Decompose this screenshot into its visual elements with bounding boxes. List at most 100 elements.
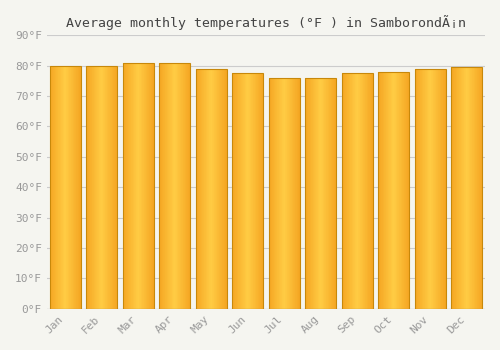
Bar	[260, 73, 262, 309]
Bar	[102, 66, 103, 309]
Bar	[332, 78, 333, 309]
Bar	[166, 63, 167, 309]
Bar	[445, 69, 446, 309]
Bar	[314, 78, 315, 309]
Bar	[313, 78, 314, 309]
Bar	[95, 66, 96, 309]
Bar	[394, 72, 395, 309]
Bar	[275, 78, 276, 309]
Bar	[291, 78, 292, 309]
Bar	[466, 67, 468, 309]
Bar	[293, 78, 294, 309]
Bar	[135, 63, 136, 309]
Bar	[401, 72, 402, 309]
Bar	[207, 69, 208, 309]
Bar	[325, 78, 326, 309]
Bar	[282, 78, 283, 309]
Bar	[402, 72, 403, 309]
Bar	[65, 66, 66, 309]
Bar	[232, 73, 263, 309]
Bar	[123, 63, 124, 309]
Bar	[389, 72, 390, 309]
Bar	[127, 63, 128, 309]
Bar	[272, 78, 273, 309]
Bar	[147, 63, 148, 309]
Bar	[406, 72, 407, 309]
Bar	[174, 63, 176, 309]
Bar	[54, 66, 55, 309]
Bar	[278, 78, 279, 309]
Bar	[113, 66, 114, 309]
Bar	[196, 69, 226, 309]
Bar	[468, 67, 469, 309]
Bar	[62, 66, 64, 309]
Bar	[178, 63, 179, 309]
Bar	[385, 72, 386, 309]
Bar	[96, 66, 98, 309]
Bar	[114, 66, 116, 309]
Bar	[221, 69, 222, 309]
Bar	[296, 78, 297, 309]
Bar	[234, 73, 236, 309]
Bar	[138, 63, 139, 309]
Bar	[408, 72, 409, 309]
Bar	[396, 72, 397, 309]
Bar	[66, 66, 67, 309]
Bar	[367, 73, 368, 309]
Bar	[100, 66, 101, 309]
Bar	[170, 63, 171, 309]
Bar	[122, 63, 154, 309]
Bar	[371, 73, 372, 309]
Bar	[151, 63, 152, 309]
Bar	[470, 67, 471, 309]
Bar	[400, 72, 401, 309]
Bar	[251, 73, 252, 309]
Bar	[132, 63, 133, 309]
Bar	[329, 78, 330, 309]
Bar	[93, 66, 94, 309]
Bar	[307, 78, 308, 309]
Bar	[196, 69, 197, 309]
Bar	[169, 63, 170, 309]
Bar	[159, 63, 190, 309]
Bar	[220, 69, 221, 309]
Bar	[79, 66, 80, 309]
Bar	[124, 63, 125, 309]
Bar	[414, 69, 446, 309]
Bar	[423, 69, 424, 309]
Bar	[210, 69, 211, 309]
Bar	[162, 63, 163, 309]
Bar	[439, 69, 440, 309]
Bar	[176, 63, 177, 309]
Bar	[246, 73, 247, 309]
Bar	[452, 67, 453, 309]
Bar	[436, 69, 437, 309]
Bar	[315, 78, 316, 309]
Bar	[480, 67, 481, 309]
Bar	[52, 66, 54, 309]
Bar	[99, 66, 100, 309]
Bar	[60, 66, 61, 309]
Bar	[342, 73, 343, 309]
Bar	[430, 69, 431, 309]
Bar	[142, 63, 143, 309]
Bar	[276, 78, 278, 309]
Bar	[223, 69, 224, 309]
Bar	[398, 72, 400, 309]
Bar	[189, 63, 190, 309]
Bar	[424, 69, 426, 309]
Bar	[245, 73, 246, 309]
Bar	[206, 69, 207, 309]
Bar	[224, 69, 225, 309]
Bar	[455, 67, 456, 309]
Bar	[305, 78, 336, 309]
Bar	[479, 67, 480, 309]
Bar	[204, 69, 205, 309]
Bar	[366, 73, 367, 309]
Bar	[280, 78, 281, 309]
Bar	[289, 78, 290, 309]
Bar	[427, 69, 428, 309]
Bar	[70, 66, 72, 309]
Bar	[429, 69, 430, 309]
Bar	[393, 72, 394, 309]
